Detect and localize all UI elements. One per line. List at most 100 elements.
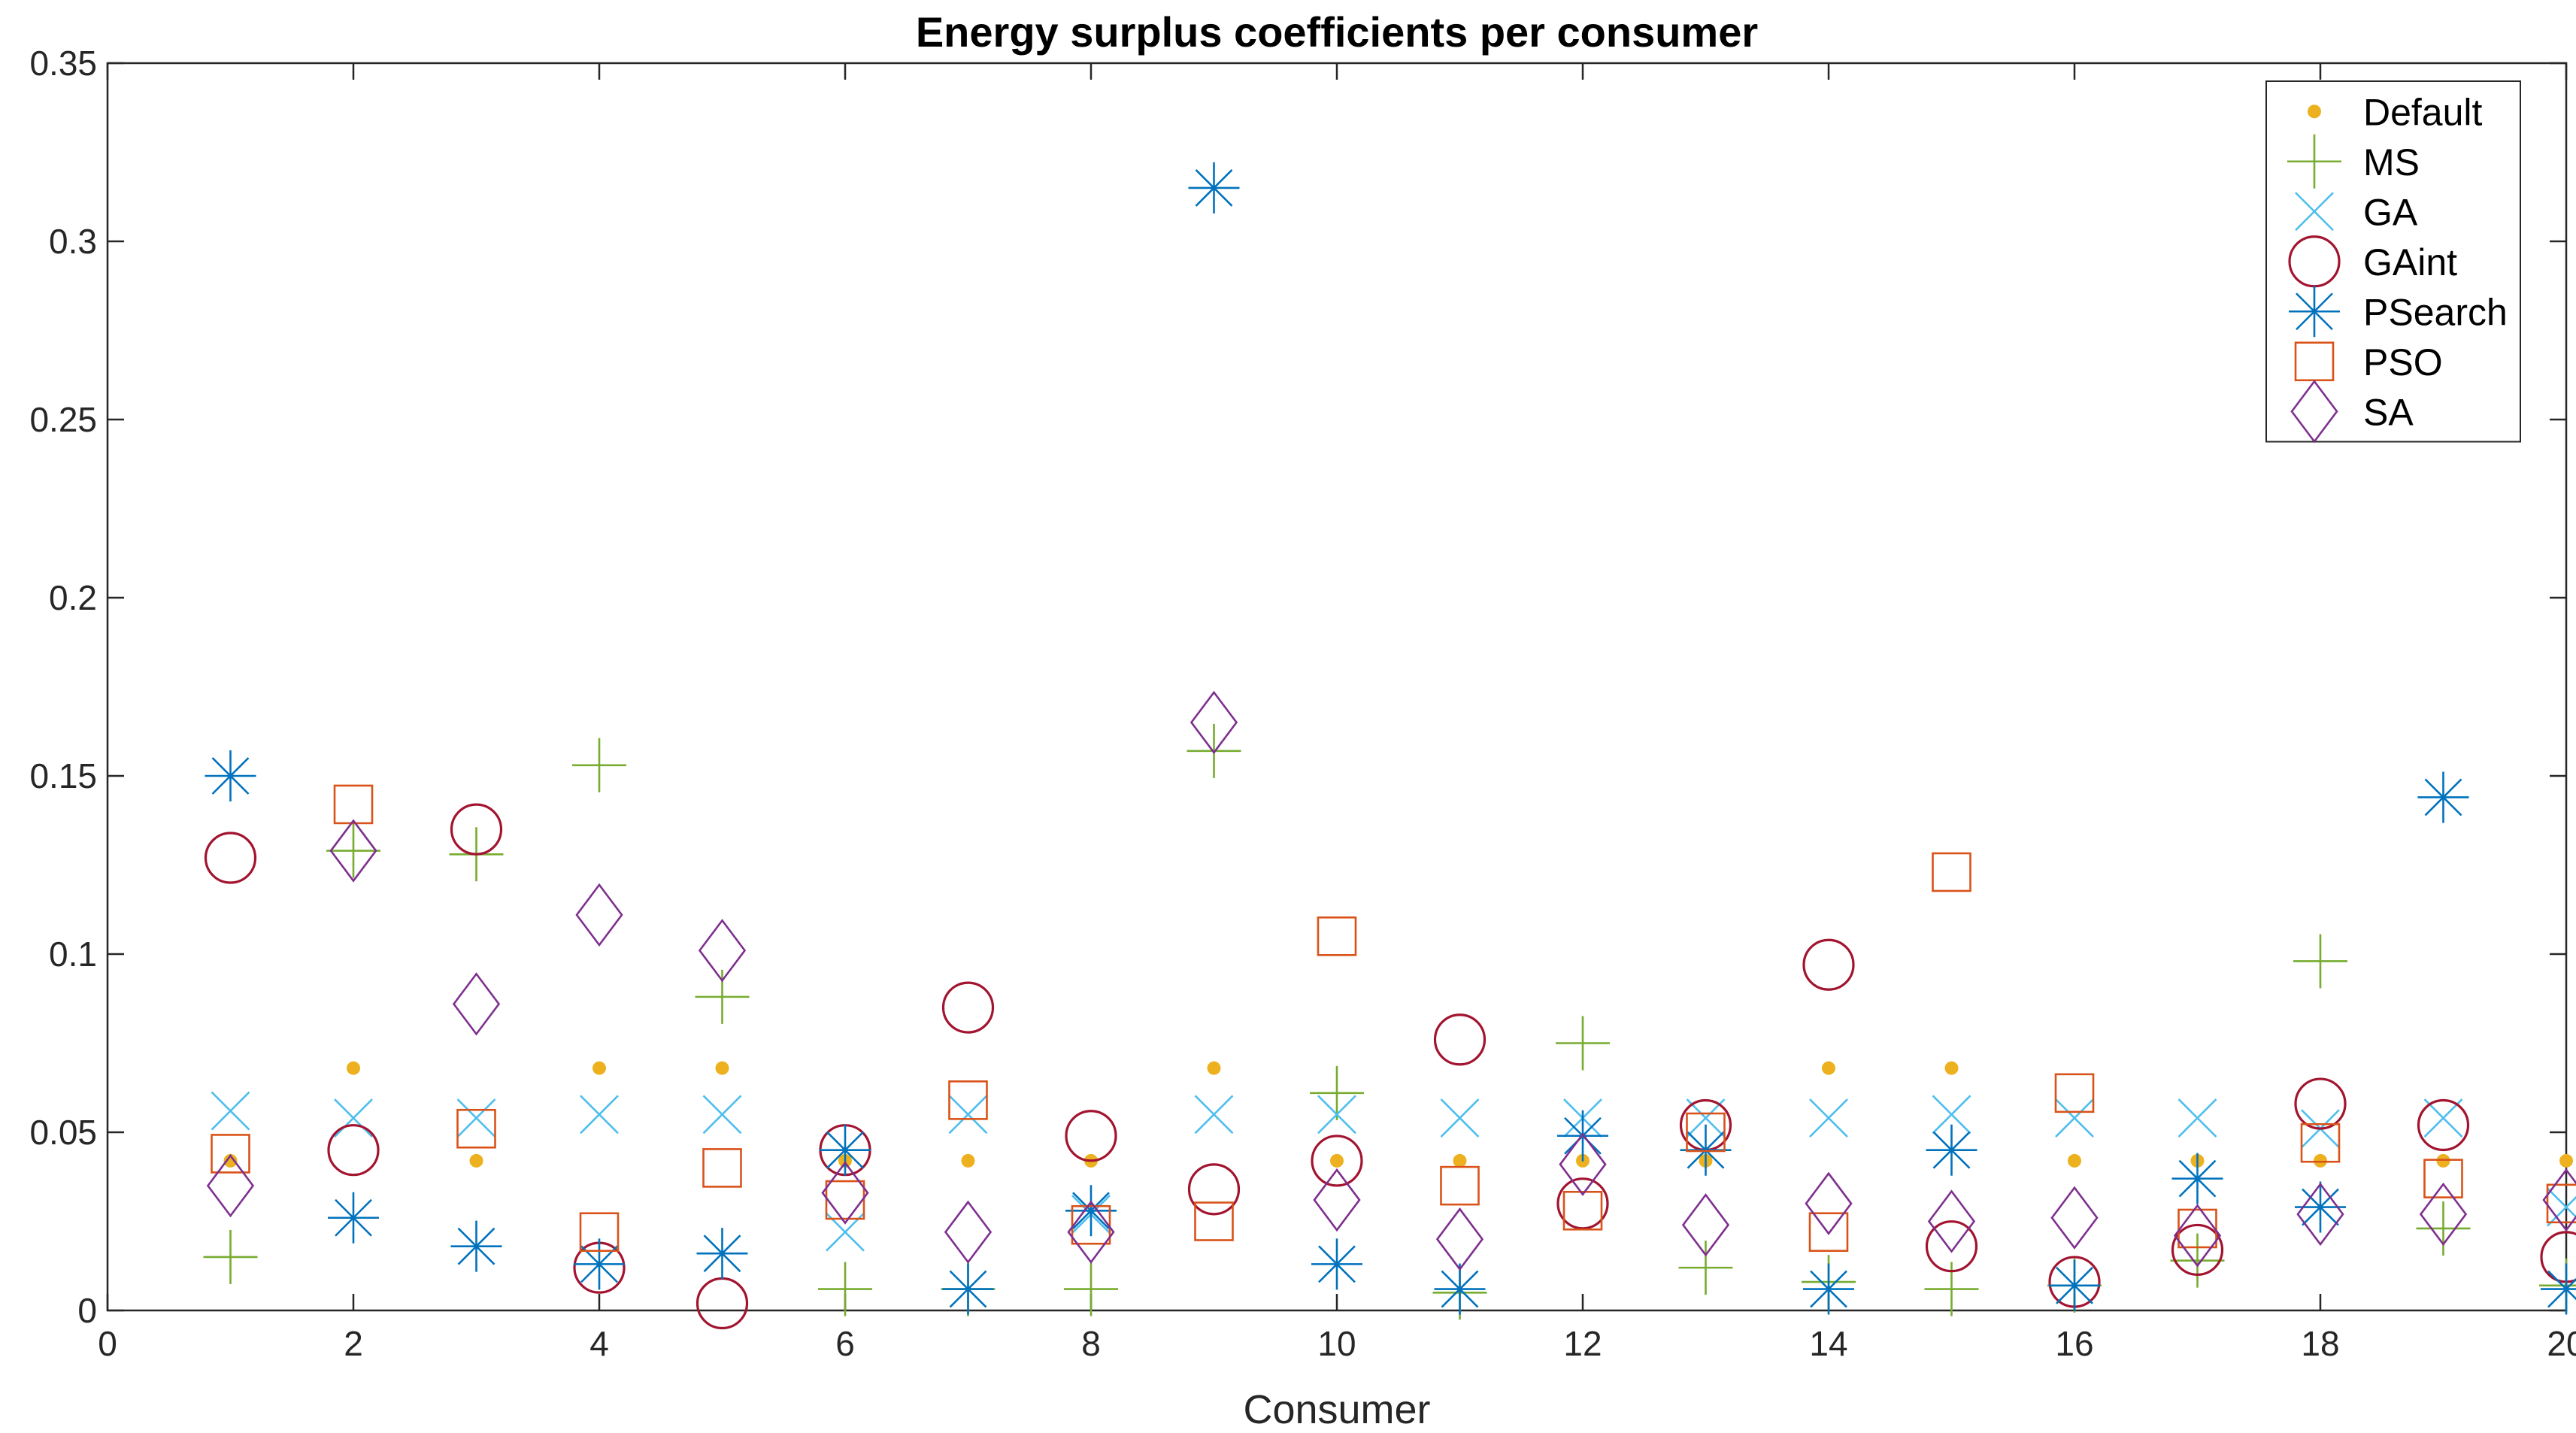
data-point-psearch [942,1263,994,1315]
data-point-pso [948,1080,988,1120]
x-axis-label: Consumer [1243,1387,1430,1432]
legend-label-pso: PSO [2363,341,2443,383]
legend: Default MS GA GAint PSearch PSO SA [2265,80,2521,444]
data-point-psearch [1065,1185,1117,1237]
data-point-ms [1310,1065,1364,1120]
legend-marker-psearch [2289,286,2340,338]
data-point-default [223,1153,238,1168]
data-point-gaint [1065,1110,1117,1162]
data-point-ga [2547,1187,2576,1227]
data-point-gaint [1556,1177,1609,1230]
data-point-sa [206,1153,255,1218]
x-tick-label: 16 [2055,1324,2093,1363]
data-point-ga [1440,1098,1480,1138]
data-point-ga [580,1095,619,1135]
series-psearch [205,162,2576,1315]
data-point-psearch [2541,1263,2576,1315]
series-ms [203,723,2576,1320]
legend-box [2265,80,2521,443]
series-ga [211,1091,2576,1252]
data-point-psearch [205,750,256,801]
data-point-psearch [2417,771,2469,823]
data-point-gaint [941,981,995,1034]
data-point-ga [1932,1095,1971,1135]
data-point-pso [1317,916,1357,956]
data-point-default [715,1061,729,1075]
data-point-sa [698,919,747,983]
data-point-ms [326,823,380,878]
data-point-psearch [2171,1153,2223,1204]
legend-label-psearch: PSearch [2363,291,2508,333]
data-point-pso [702,1148,742,1188]
data-point-pso [2177,1208,2217,1249]
y-tick-label: 0.25 [29,400,97,439]
data-point-default [961,1153,975,1168]
data-point-default [592,1061,606,1075]
data-point-ga [1809,1098,1848,1138]
data-point-ms [2170,1233,2225,1288]
y-tick-label: 0.35 [29,44,97,83]
data-point-gaint [204,832,257,884]
x-tick-label: 20 [2547,1324,2576,1363]
data-point-sa [452,972,501,1036]
data-point-psearch [1926,1124,1977,1176]
data-point-ms [818,1262,872,1316]
data-point-psearch [450,1220,502,1272]
data-point-psearch [328,1192,379,1244]
data-point-ms [2416,1201,2471,1256]
x-tick-label: 10 [1317,1324,1356,1363]
legend-label-ms: MS [2363,141,2420,183]
data-point-ga [1686,1098,1726,1138]
data-point-pso [1808,1212,1849,1253]
data-point-psearch [2049,1259,2100,1311]
data-point-sa [1190,690,1238,755]
data-point-pso [2423,1159,2463,1198]
x-tick-label: 12 [1563,1324,1602,1363]
x-tick-label: 18 [2301,1324,2339,1363]
data-point-sa [1313,1168,1361,1232]
data-point-default [1330,1153,1344,1168]
data-point-pso [1562,1190,1603,1231]
x-tick-label: 6 [835,1324,855,1363]
data-point-default [1944,1061,1959,1075]
data-point-ga [334,1098,373,1138]
data-point-psearch [1680,1124,1732,1176]
x-tick-label: 0 [98,1324,117,1363]
y-tick-label: 0.3 [49,222,97,261]
data-point-ms [572,738,626,792]
data-point-pso [211,1134,250,1174]
data-point-default [469,1153,483,1168]
data-point-sa [2419,1182,2468,1247]
data-point-gaint [327,1124,380,1177]
data-point-ga [211,1091,250,1131]
legend-label-default: Default [2363,91,2483,133]
data-markers [203,162,2576,1330]
y-tick-label: 0.1 [49,935,97,974]
data-point-default [1822,1061,1835,1075]
data-point-ms [203,1229,258,1284]
series-pso [211,784,2576,1253]
data-point-sa [329,819,377,883]
data-point-psearch [696,1228,748,1280]
data-point-sa [2296,1182,2344,1247]
data-point-default [1453,1153,1467,1168]
data-point-default [2559,1153,2573,1168]
data-point-pso [2300,1122,2341,1163]
series-gaint [204,803,2576,1330]
data-point-pso [1440,1165,1480,1206]
data-point-ga [456,1098,496,1138]
data-point-gaint [2171,1223,2224,1277]
data-point-pso [2054,1073,2095,1113]
data-point-psearch [1434,1263,1486,1315]
data-point-gaint [1311,1135,1363,1187]
data-point-ga [2055,1098,2094,1138]
data-point-psearch [574,1238,625,1290]
data-point-default [2068,1153,2081,1168]
data-point-ms [1678,1241,1733,1295]
data-point-sa [1559,1132,1607,1196]
data-point-sa [575,883,623,947]
data-point-gaint [696,1277,749,1330]
data-point-psearch [820,1124,871,1176]
